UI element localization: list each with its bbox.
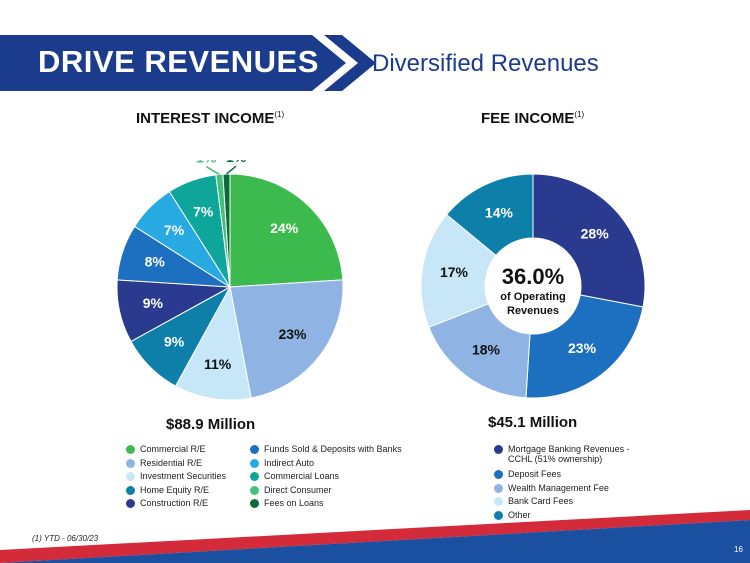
interest-income-total: $88.9 Million bbox=[166, 416, 256, 433]
interest-income-legend-swatch bbox=[126, 499, 135, 508]
fee-income-legend-swatch bbox=[494, 510, 503, 520]
fee-income-legend-swatch bbox=[494, 470, 503, 479]
interest-income-legend-swatch bbox=[250, 472, 259, 481]
interest-income-legend-label: Commercial R/E bbox=[140, 444, 206, 454]
fee-income-data-label-wealth-management-fee: 18% bbox=[472, 341, 501, 357]
page-title: DRIVE REVENUES bbox=[38, 44, 319, 79]
interest-income-leader-line-direct-consumer bbox=[205, 165, 220, 176]
fee-income-data-label-other: 14% bbox=[485, 204, 514, 220]
page-subtitle: Diversified Revenues bbox=[372, 50, 599, 77]
interest-income-legend-swatch bbox=[250, 445, 259, 454]
interest-income-data-label-direct-consumer: 1% bbox=[196, 160, 217, 165]
fee-income-title: FEE INCOME(1) bbox=[481, 110, 584, 127]
fee-income-title-text: FEE INCOME bbox=[481, 110, 575, 127]
fee-income-slice-wealth-management-fee bbox=[428, 303, 531, 398]
interest-income-legend-label: Investment Securities bbox=[140, 471, 227, 481]
interest-income-data-label-commercial-loans: 7% bbox=[193, 203, 214, 219]
interest-income-data-label-funds-sold-deposits-with-banks: 8% bbox=[145, 253, 166, 269]
interest-income-legend-label: Funds Sold & Deposits with Banks bbox=[264, 444, 402, 454]
fee-income-data-label-bank-card-fees: 17% bbox=[440, 264, 469, 280]
interest-income-title: INTEREST INCOME(1) bbox=[136, 110, 284, 127]
footer-band bbox=[0, 510, 750, 563]
banner-shape bbox=[0, 35, 346, 91]
fee-income-data-label-mortgage-banking-revenues: 28% bbox=[581, 226, 610, 242]
interest-income-data-label-fees-on-loans: 1% bbox=[226, 160, 247, 165]
interest-income-data-label-construction-r-e: 9% bbox=[143, 295, 164, 311]
interest-income-slice-investment-securities bbox=[174, 285, 252, 400]
fee-income-slice-other bbox=[445, 173, 534, 257]
fee-income-legend-label: Other bbox=[508, 509, 531, 520]
fee-income-legend-sublabel: CCHL (51% ownership) bbox=[508, 454, 603, 464]
fee-income-legend-label: Mortgage Banking Revenues - bbox=[508, 444, 630, 454]
fee-income-legend: Mortgage Banking Revenues - CCHL (51% own… bbox=[494, 444, 654, 524]
donut-center-value: 36.0% bbox=[501, 264, 565, 289]
interest-income-data-label-indirect-auto: 7% bbox=[164, 222, 185, 238]
interest-income-legend-swatch bbox=[250, 458, 259, 468]
page-number: 16 bbox=[734, 545, 743, 554]
fee-income-total: $45.1 Million bbox=[488, 414, 578, 431]
interest-income-legend-swatch bbox=[126, 458, 135, 468]
interest-income-pie-chart: 24% 23% 11% 9% 9% 8% 7% 7% 1% 1% bbox=[116, 160, 344, 400]
fee-income-legend-label: Wealth Management Fee bbox=[508, 482, 609, 493]
fee-income-slice-mortgage-banking-revenues bbox=[532, 173, 646, 308]
interest-income-slice-commercial-r-e bbox=[229, 173, 344, 288]
interest-income-slice-residential-r-e bbox=[229, 279, 344, 399]
donut-center-label: 36.0% of Operating Revenues bbox=[478, 264, 588, 318]
interest-income-data-label-investment-securities: 11% bbox=[204, 356, 232, 372]
interest-income-title-text: INTEREST INCOME bbox=[136, 110, 275, 127]
donut-center-text-line-2: Revenues bbox=[507, 305, 559, 317]
interest-income-data-label-home-equity-r-e: 9% bbox=[164, 334, 185, 350]
interest-income-title-footnote: (1) bbox=[274, 110, 285, 119]
interest-income-data-label-residential-r-e: 23% bbox=[278, 326, 307, 342]
fee-income-legend-swatch bbox=[494, 483, 503, 493]
interest-income-legend-label: Fees on Loans bbox=[264, 498, 324, 508]
fee-income-donut-chart: 28% 23% 18% 17% 14% bbox=[420, 173, 646, 398]
interest-income-legend-label: Direct Consumer bbox=[264, 484, 332, 495]
fee-income-legend-label: Deposit Fees bbox=[508, 469, 562, 479]
interest-income-legend-label: Construction R/E bbox=[140, 498, 209, 508]
interest-income-legend-swatch bbox=[250, 499, 259, 508]
donut-center-text-line-1: of Operating bbox=[500, 291, 566, 303]
footnote: (1) YTD - 06/30/23 bbox=[32, 534, 99, 543]
fee-income-slice-bank-card-fees bbox=[420, 213, 497, 328]
fee-income-legend-swatch bbox=[494, 497, 503, 506]
banner-arrow bbox=[324, 35, 376, 91]
footer-blue-stripe bbox=[0, 520, 750, 563]
interest-income-legend-label: Indirect Auto bbox=[264, 457, 315, 468]
interest-income-legend-swatch bbox=[126, 445, 135, 454]
fee-income-legend-swatch bbox=[494, 445, 503, 454]
interest-income-legend-swatch bbox=[250, 485, 259, 495]
fee-income-data-label-deposit-fees: 23% bbox=[568, 340, 597, 356]
fee-income-title-footnote: (1) bbox=[574, 110, 585, 119]
interest-income-legend-label: Residential R/E bbox=[140, 457, 203, 468]
footer-red-stripe bbox=[0, 510, 750, 563]
interest-income-legend-label: Home Equity R/E bbox=[140, 484, 210, 495]
fee-income-slice-deposit-fees bbox=[525, 294, 644, 398]
interest-income-data-label-commercial-r-e: 24% bbox=[270, 220, 299, 236]
interest-income-legend-label: Commercial Loans bbox=[264, 471, 340, 481]
interest-income-legend-swatch bbox=[126, 485, 135, 495]
interest-income-legend-swatch bbox=[126, 472, 135, 481]
interest-income-leader-line-fees-on-loans bbox=[225, 165, 237, 175]
fee-income-legend-label: Bank Card Fees bbox=[508, 496, 574, 506]
interest-income-legend: Commercial R/E Residential R/E Investment … bbox=[126, 444, 416, 514]
header-banner bbox=[0, 35, 376, 91]
